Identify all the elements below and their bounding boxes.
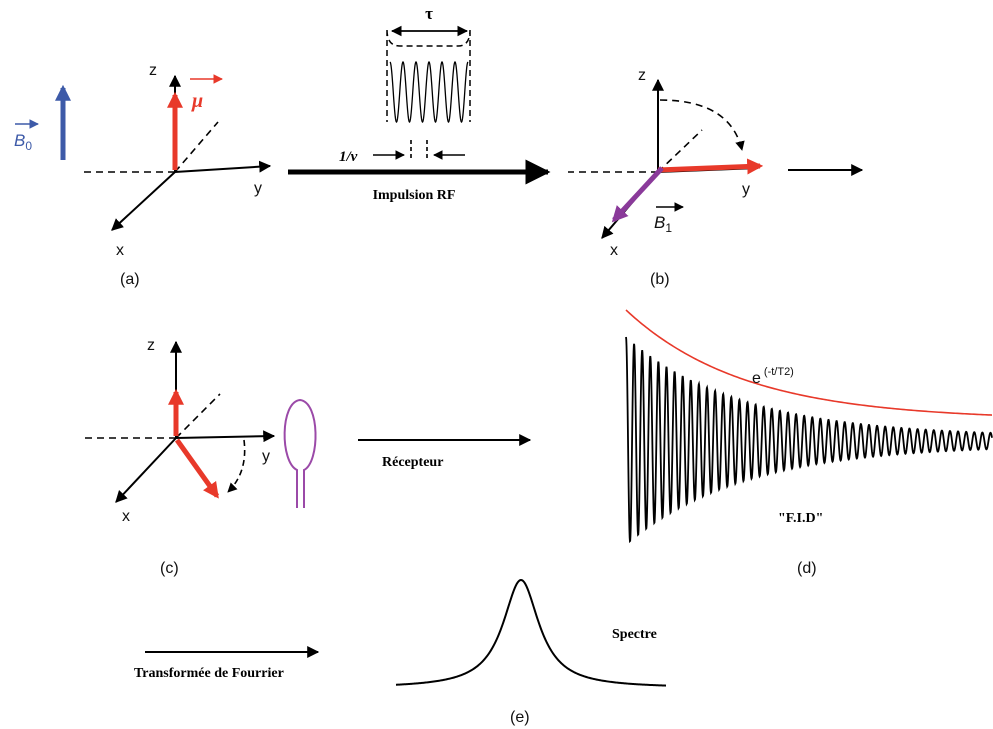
- receiver-section: Récepteur: [358, 434, 532, 470]
- axis-y-label-a: y: [254, 180, 262, 197]
- fourier-label: Transformée de Fourrier: [134, 666, 284, 681]
- tau-label: τ: [425, 4, 433, 23]
- axis-y-label-c: y: [262, 448, 270, 465]
- axis-x-label-b: x: [610, 242, 618, 259]
- axis-y-label-b: y: [742, 181, 750, 198]
- axis-neg-x-b: [657, 129, 703, 173]
- panel-c: z y x (c): [80, 337, 317, 577]
- b0-label: B0: [14, 131, 32, 153]
- axis-z-label-b: z: [638, 67, 646, 84]
- caption-d: (d): [797, 560, 817, 577]
- receiver-label: Récepteur: [382, 455, 443, 470]
- axis-z-label-a: z: [149, 62, 157, 79]
- period-label: 1/ν: [339, 149, 358, 165]
- fid-label: "F.I.D": [778, 511, 823, 526]
- axis-z-label-c: z: [147, 337, 155, 354]
- caption-c: (c): [160, 560, 179, 577]
- receiver-coil-icon: [283, 398, 317, 508]
- spectrum-peak: [395, 578, 667, 687]
- moment-arrow-b: [657, 158, 764, 175]
- caption-b: (b): [650, 271, 670, 288]
- precession-arc-c: [227, 439, 246, 493]
- axis-y-a: [174, 160, 272, 173]
- mu-label: μ: [191, 90, 203, 112]
- axis-x-label-c: x: [122, 508, 130, 525]
- b1-field-arrow: [611, 166, 664, 223]
- axis-neg-x-a: [174, 121, 219, 173]
- fid-signal: [625, 336, 993, 544]
- caption-e: (e): [510, 709, 530, 726]
- fid-envelope-curve: [625, 309, 993, 416]
- pulse-envelope-box: [386, 29, 471, 122]
- caption-a: (a): [120, 271, 140, 288]
- b0-subscript: 0: [25, 139, 32, 153]
- axis-x-label-a: x: [116, 242, 124, 259]
- rf-wave: [389, 61, 469, 123]
- panel-a: B0 μ z y x (a): [14, 62, 272, 288]
- axis-x-a: [111, 171, 176, 231]
- b1-label: B1: [654, 213, 672, 235]
- panel-e: Spectre (e): [395, 578, 667, 726]
- fourier-section: Transformée de Fourrier: [134, 646, 320, 681]
- panel-b: B1 z y x (b): [568, 67, 864, 288]
- rf-pulse-section: τ 1/ν Impulsion RF: [288, 4, 551, 203]
- envelope-equation: e (-t/T2): [752, 366, 794, 387]
- spectrum-label: Spectre: [612, 627, 657, 642]
- axis-y-c: [175, 430, 276, 443]
- envelope-exponent: (-t/T2): [764, 366, 794, 378]
- rotation-arc-b: [659, 99, 745, 151]
- b1-subscript: 1: [665, 221, 672, 235]
- moment-precessing-c: [174, 438, 220, 499]
- axis-neg-x-c: [175, 393, 221, 439]
- axis-x-c: [115, 437, 177, 503]
- rf-pulse-label: Impulsion RF: [373, 188, 456, 203]
- panel-d: e (-t/T2) "F.I.D" (d): [625, 309, 993, 577]
